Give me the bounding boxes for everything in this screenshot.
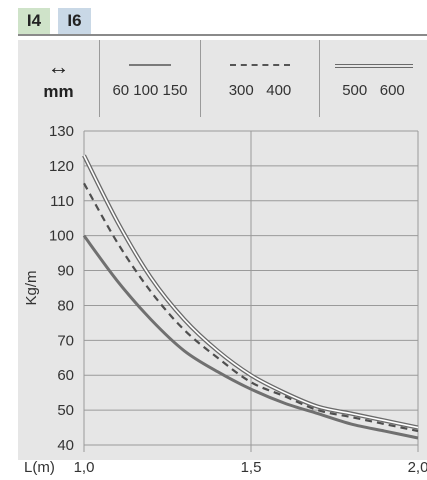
solid-line-swatch — [129, 64, 171, 66]
left-right-arrow-icon: ↔ — [47, 54, 70, 79]
y-tick-label: 80 — [57, 297, 74, 314]
legend-entry-double: 500 600 — [320, 40, 427, 117]
plot-background — [18, 117, 427, 460]
y-tick-label: 40 — [57, 437, 74, 454]
dashed-line-swatch — [230, 64, 290, 66]
series-line-dashed — [83, 182, 419, 433]
legend-label: 500 600 — [342, 82, 405, 99]
legend-header: ↔ mm 60 100 150 300 400 500 600 — [18, 40, 427, 117]
header-top-rule — [18, 34, 427, 36]
y-tick-label: 130 — [49, 123, 74, 140]
y-tick-label: 90 — [57, 263, 74, 280]
tab-i4[interactable]: I4 — [18, 8, 50, 34]
y-tick-label: 100 — [49, 228, 74, 245]
legend-label: 60 100 150 — [112, 82, 188, 99]
y-tick-label: 60 — [57, 367, 74, 384]
x-tick-label: 1,0 — [74, 459, 95, 476]
y-axis-label: Kg/m — [23, 270, 40, 305]
x-axis-label: L(m) — [24, 459, 55, 476]
series-line-double-inner — [83, 155, 419, 429]
x-tick-label: 1,5 — [241, 459, 262, 476]
legend-label: 300 400 — [228, 82, 292, 99]
x-tick-label: 2,0 — [408, 459, 427, 476]
y-tick-label: 110 — [50, 193, 74, 210]
legend-entry-dashed: 300 400 — [201, 40, 320, 117]
unit-cell: ↔ mm — [18, 40, 100, 117]
double-line-swatch — [334, 64, 413, 68]
series-line-solid — [82, 234, 419, 440]
legend-entry-solid: 60 100 150 — [100, 40, 201, 117]
y-tick-label: 120 — [49, 158, 74, 175]
y-tick-label: 70 — [57, 332, 74, 349]
y-tick-label: 50 — [57, 402, 74, 419]
unit-label: mm — [43, 82, 74, 101]
tab-i6[interactable]: I6 — [58, 8, 91, 34]
